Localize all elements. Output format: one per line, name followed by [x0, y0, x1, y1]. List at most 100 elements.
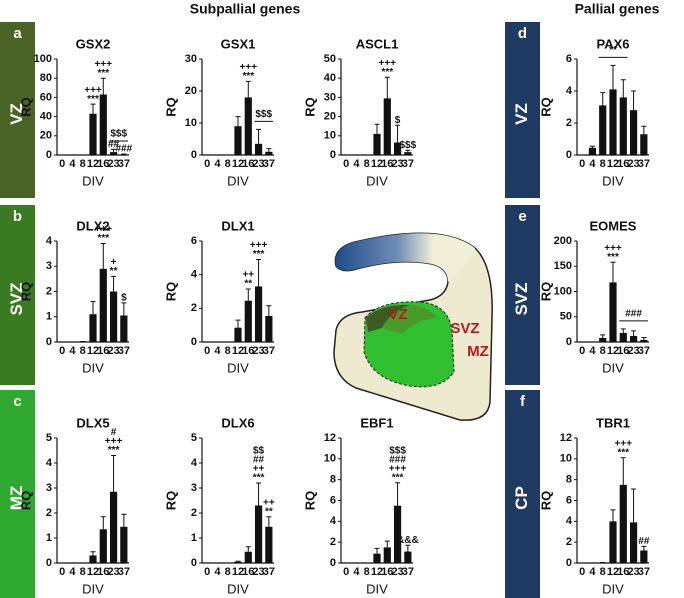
x-tick-label: 0 — [59, 566, 65, 578]
chart-title: DLX2 — [76, 218, 109, 233]
bar — [640, 134, 648, 155]
y-axis-label: RQ — [163, 97, 178, 117]
error-bar — [100, 516, 106, 530]
y-tick-label: 5 — [46, 432, 52, 444]
x-tick-label: 8 — [225, 345, 231, 357]
y-tick-label: 5 — [191, 432, 197, 444]
svz-region — [382, 305, 438, 334]
y-tick-label: 0 — [46, 557, 52, 569]
y-tick-label: 6 — [566, 494, 572, 506]
bar — [393, 142, 402, 155]
x-tick-label: 16 — [97, 158, 109, 170]
bar — [244, 97, 252, 155]
significance-mark: $$$ — [389, 445, 406, 456]
y-tick-label: 3 — [191, 482, 197, 494]
error-bar — [90, 301, 96, 315]
x-tick-label: 37 — [118, 158, 130, 170]
bar — [383, 98, 391, 155]
significance-mark: +++ — [95, 59, 113, 70]
bar — [640, 339, 648, 342]
significance-mark: ++ — [242, 270, 254, 281]
y-tick-label: 1 — [46, 311, 52, 323]
significance-mark: +++ — [604, 243, 622, 254]
y-tick-label: 10 — [324, 453, 336, 465]
x-tick-label: 8 — [600, 158, 606, 170]
x-tick-label: 12 — [371, 158, 383, 170]
bar — [234, 327, 242, 342]
error-bar — [100, 77, 106, 95]
y-tick-label: 30 — [185, 53, 197, 65]
error-bar — [610, 509, 616, 522]
significance-mark: ## — [638, 536, 650, 547]
error-bar — [245, 80, 251, 98]
panel-box — [0, 390, 35, 598]
y-tick-label: 20 — [185, 85, 197, 97]
x-tick-label: 8 — [80, 158, 86, 170]
x-tick-label: 0 — [204, 345, 210, 357]
y-tick-label: 2 — [191, 302, 197, 314]
error-bar — [235, 319, 241, 328]
x-tick-label: 4 — [69, 158, 76, 170]
y-tick-label: 2 — [46, 285, 52, 297]
y-tick-label: 30 — [324, 91, 336, 103]
x-tick-label: 8 — [80, 566, 86, 578]
bar — [89, 314, 97, 342]
x-tick-label: 12 — [232, 566, 244, 578]
y-axis-label: RQ — [163, 491, 178, 511]
y-axis-label: RQ — [18, 491, 33, 511]
x-tick-label: 23 — [252, 158, 264, 170]
error-bar — [245, 288, 251, 301]
panel-letter: c — [13, 393, 21, 410]
panel-region: VZ — [512, 103, 531, 125]
y-tick-label: 8 — [566, 474, 572, 486]
error-bar — [600, 334, 606, 338]
bar — [588, 147, 597, 155]
bar — [120, 526, 128, 563]
bar — [89, 555, 97, 563]
y-tick-label: 0 — [330, 149, 336, 161]
diagram-label: MZ — [467, 343, 489, 360]
error-bar — [256, 128, 262, 144]
y-tick-label: 2 — [566, 536, 572, 548]
panel-region: VZ — [7, 103, 26, 125]
significance-mark: ** — [265, 506, 273, 517]
x-tick-label: 37 — [638, 345, 650, 357]
significance-mark: *** — [97, 233, 109, 244]
y-axis-label: RQ — [18, 97, 33, 117]
x-tick-label: 4 — [69, 566, 76, 578]
x-tick-label: 0 — [59, 158, 65, 170]
bar — [629, 522, 638, 563]
x-axis-label: DIV — [82, 360, 104, 375]
significance-mark: +++ — [84, 85, 102, 96]
y-tick-label: 4 — [46, 457, 53, 469]
y-tick-label: 60 — [40, 91, 52, 103]
panel-letter: b — [13, 208, 22, 225]
significance-mark: +++ — [379, 58, 397, 69]
x-axis-label: DIV — [366, 173, 388, 188]
error-bar — [395, 124, 401, 143]
panel-region: MZ — [7, 486, 26, 511]
y-axis-label: RQ — [302, 97, 317, 117]
y-tick-label: 100 — [554, 285, 572, 297]
y-tick-label: 12 — [324, 432, 336, 444]
x-tick-label: 4 — [589, 345, 596, 357]
x-tick-label: 12 — [232, 345, 244, 357]
error-bar — [374, 547, 380, 554]
x-tick-label: 12 — [607, 345, 619, 357]
bar — [404, 551, 412, 563]
chart-title: PAX6 — [597, 36, 630, 51]
error-bar — [600, 92, 606, 106]
y-tick-label: 0 — [566, 557, 572, 569]
y-axis-label: RQ — [163, 282, 178, 302]
bar — [619, 332, 627, 342]
x-axis-label: DIV — [602, 360, 624, 375]
chart-title: ASCL1 — [356, 36, 399, 51]
y-axis-label: RQ — [538, 97, 553, 117]
panel-box — [0, 205, 35, 385]
y-tick-label: 2 — [330, 536, 336, 548]
error-bar — [405, 149, 411, 153]
panel-letter: a — [13, 25, 22, 42]
x-tick-label: 16 — [617, 345, 629, 357]
error-bar — [384, 540, 390, 548]
x-tick-label: 8 — [225, 158, 231, 170]
